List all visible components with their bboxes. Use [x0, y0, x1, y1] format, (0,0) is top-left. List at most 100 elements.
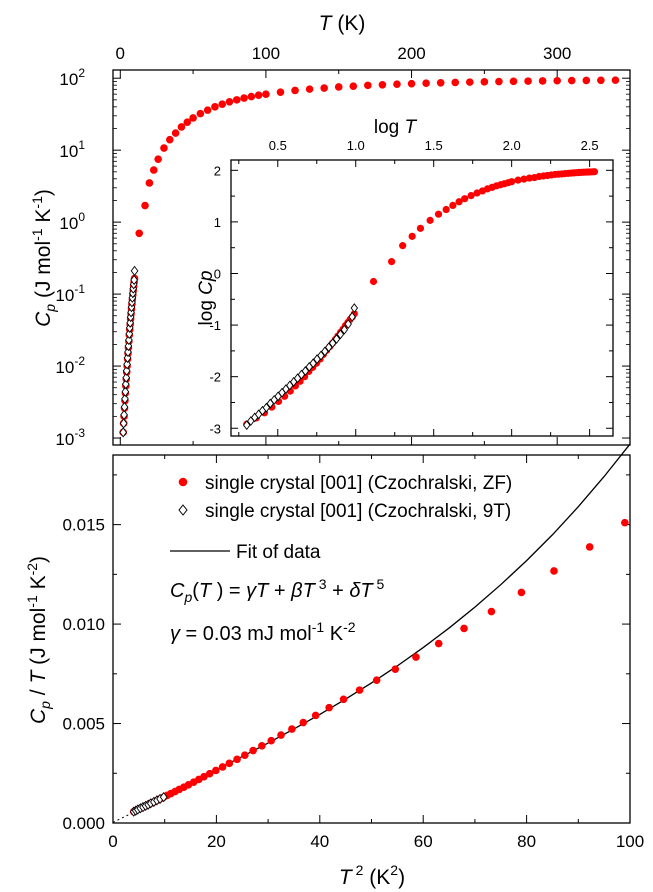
top-point — [567, 76, 576, 85]
inset-panel: 0.5 1.0 1.5 2.0 2.5 -3 -2 -1 0 1 2 log T log Cp — [196, 117, 614, 437]
top-y-tick-label: 102 — [59, 66, 85, 89]
top-x-tick-label: 0 — [116, 44, 125, 63]
top-y-axis-label: Cp (J mol-1 K-1) — [29, 189, 58, 327]
bottom-x-tick-label: 0 — [108, 832, 117, 851]
bottom-point — [277, 731, 285, 739]
inset-open-point — [317, 350, 325, 361]
top-point — [149, 166, 158, 174]
top-point — [232, 96, 241, 104]
inset-open-point — [340, 324, 349, 335]
inset-open-point — [321, 346, 329, 357]
inset-open-point — [243, 420, 251, 431]
top-y-tick-exponent: 2 — [78, 66, 85, 80]
top-open-point — [119, 418, 128, 429]
inset-point — [426, 216, 434, 224]
legend-label-zf: single crystal [001] (Czochralski, ZF) — [205, 473, 512, 494]
inset-open-point — [350, 303, 359, 314]
inset-point — [399, 242, 407, 250]
legend-label-fit: Fit of data — [236, 542, 321, 563]
inset-point — [387, 258, 396, 266]
top-open-point — [126, 317, 135, 328]
top-point — [135, 229, 144, 238]
top-plot-frame — [112, 69, 631, 446]
bottom-y-axis-label: Cp / T (J mol-1 K-2) — [24, 556, 53, 724]
top-open-point — [121, 379, 130, 390]
bottom-point — [218, 763, 227, 771]
inset-data-points — [243, 168, 599, 431]
top-open-point — [123, 359, 131, 370]
top-open-point — [120, 409, 128, 420]
inset-open-point — [301, 366, 310, 376]
bottom-panel: 0 20 40 60 80 100 0.000 0.005 0.010 0.015 T 2 (K… — [24, 443, 644, 889]
bottom-y-tick-label: 0.005 — [62, 715, 105, 734]
top-x-axis-label: T (K) — [319, 12, 366, 35]
top-y-tick-label: 101 — [59, 138, 85, 161]
top-point — [225, 97, 234, 106]
top-point — [524, 77, 532, 85]
inset-point — [520, 175, 528, 183]
top-x-axis: 0 100 200 300 — [116, 44, 571, 445]
top-point — [466, 78, 474, 86]
inset-point — [416, 224, 425, 232]
top-y-tick-exponent: -3 — [74, 426, 85, 440]
inset-point — [434, 210, 443, 218]
top-open-point — [130, 265, 139, 277]
bottom-x-tick-label: 20 — [207, 832, 226, 851]
top-open-point — [127, 307, 135, 318]
bottom-data-points — [129, 518, 629, 817]
top-open-point — [124, 340, 133, 352]
inset-y-tick-label: 2 — [214, 163, 221, 178]
bottom-point — [487, 607, 496, 616]
bottom-point — [372, 676, 381, 684]
inset-point — [461, 195, 469, 203]
top-point — [407, 79, 416, 88]
bottom-point — [258, 742, 266, 750]
bottom-open-point — [159, 791, 168, 803]
top-point — [334, 83, 343, 91]
inset-y-axis-label: log Cp — [196, 271, 217, 326]
top-y-tick-label: 10-1 — [55, 282, 85, 305]
top-x-tick-label: 300 — [543, 44, 571, 63]
top-open-point — [123, 352, 132, 364]
top-point — [305, 85, 314, 93]
top-point — [509, 77, 518, 86]
inset-open-point — [348, 311, 356, 322]
top-point — [451, 78, 460, 87]
top-point — [165, 135, 174, 144]
top-point — [495, 77, 503, 86]
bottom-point — [241, 751, 249, 759]
inset-x-tick-label: 1.0 — [347, 138, 365, 153]
top-y-tick-exponent: -1 — [74, 282, 85, 296]
bottom-point — [205, 769, 214, 778]
bottom-point — [621, 518, 629, 527]
top-point — [538, 77, 547, 85]
inset-plot-frame — [230, 159, 614, 437]
bottom-point — [355, 686, 364, 694]
top-open-point — [125, 328, 134, 340]
top-point — [582, 76, 591, 85]
bottom-point — [288, 725, 296, 733]
top-point — [177, 123, 186, 131]
bottom-y-tick-label: 0.000 — [62, 814, 105, 833]
bottom-point — [460, 624, 468, 633]
bottom-point — [249, 746, 257, 755]
bottom-point — [325, 703, 333, 712]
top-point — [141, 201, 149, 210]
bottom-point — [434, 639, 443, 648]
top-point — [553, 76, 561, 85]
bottom-point — [585, 543, 594, 551]
top-point — [597, 76, 605, 85]
top-open-point — [125, 334, 133, 346]
inset-open-point — [344, 319, 352, 330]
inset-x-tick-label: 1.5 — [425, 138, 443, 153]
top-open-point — [121, 393, 129, 405]
top-point — [145, 179, 154, 187]
inset-y-tick-label: -1 — [209, 318, 221, 333]
top-open-point — [121, 386, 130, 397]
inset-y-tick-label: -2 — [209, 370, 221, 385]
top-point — [247, 92, 256, 101]
legend-label-9t: single crystal [001] (Czochralski, 9T) — [205, 501, 511, 522]
inset-y-tick-label: 1 — [214, 215, 221, 230]
inset-point — [508, 178, 516, 186]
inset-point — [590, 168, 599, 176]
